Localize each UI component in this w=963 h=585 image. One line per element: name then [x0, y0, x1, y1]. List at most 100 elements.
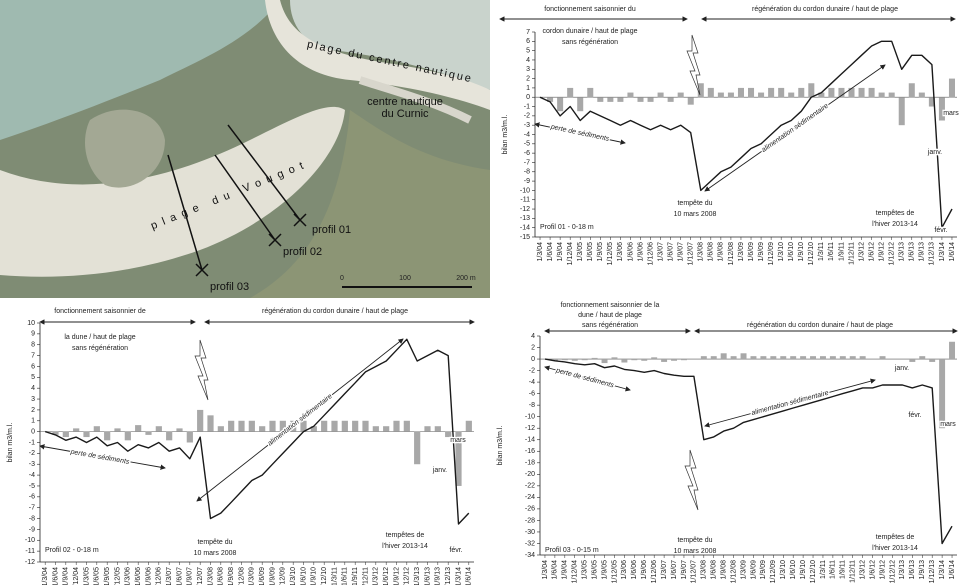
- y-tick-label: 6: [31, 363, 35, 370]
- x-tick-label: 1/12/12: [889, 560, 896, 583]
- bar: [758, 92, 765, 98]
- bar: [627, 92, 634, 98]
- x-tick-label: 1/3/11: [818, 242, 825, 261]
- bar: [455, 431, 462, 486]
- x-tick-label: 1/12/09: [280, 567, 287, 585]
- y-tick-label: -30: [525, 529, 535, 536]
- x-tick-label: 1/12/10: [321, 567, 328, 585]
- bar: [331, 420, 338, 432]
- bar: [62, 431, 69, 438]
- bar: [104, 431, 111, 441]
- x-tick-label: 1/12/11: [848, 242, 855, 265]
- x-tick-label: 1/9/12: [393, 567, 400, 585]
- x-tick-label: 1/6/08: [708, 242, 715, 262]
- y-tick-label: -15: [520, 234, 530, 241]
- chart-panel: bilan m3/m.l.-15-14-13-12-11-10-9-8-7-6-…: [499, 5, 961, 265]
- dune-field: [250, 110, 490, 298]
- annotation: mars: [450, 437, 466, 444]
- x-tick-label: 1/6/11: [830, 560, 837, 579]
- x-tick-label: 1/6/12: [869, 560, 876, 580]
- y-tick-label: -13: [520, 215, 530, 222]
- bar: [93, 426, 100, 432]
- x-tick-label: 1/3/08: [701, 560, 708, 580]
- north-beach: [265, 0, 490, 110]
- x-tick-label: 1/3/05: [83, 567, 90, 585]
- x-tick-label: 1/6/10: [790, 560, 797, 580]
- x-tick-label: 1/3/10: [290, 567, 297, 585]
- bar: [778, 87, 785, 98]
- y-tick-label: 2: [526, 75, 530, 82]
- y-tick-label: -7: [524, 159, 530, 166]
- y-tick-label: -8: [529, 402, 535, 409]
- aerial-map: plage du centre nautique centre nautique…: [0, 0, 490, 298]
- x-tick-label: 1/6/04: [547, 242, 554, 262]
- y-tick-label: 0: [31, 428, 35, 435]
- bar: [788, 92, 795, 98]
- y-tick-label: -11: [520, 197, 530, 204]
- bar: [790, 356, 797, 360]
- x-tick-label: 1/12/11: [850, 560, 857, 583]
- y-tick-label: -3: [524, 122, 530, 129]
- x-tick-label: 1/9/11: [352, 567, 359, 585]
- x-tick-label: 1/6/06: [135, 567, 142, 585]
- south-beach: [0, 106, 345, 277]
- x-tick-label: 1/6/10: [300, 567, 307, 585]
- bar: [571, 359, 578, 361]
- x-tick-label: 1/3/04: [537, 242, 544, 262]
- x-tick-label: 1/6/13: [909, 560, 916, 580]
- x-tick-label: 1/12/07: [197, 567, 204, 585]
- bar: [567, 87, 574, 98]
- x-tick-label: 1/9/07: [681, 560, 688, 580]
- x-tick-label: 1/9/10: [798, 242, 805, 262]
- y-tick-label: -18: [525, 460, 535, 467]
- x-tick-label: 1/9/13: [435, 567, 442, 585]
- bar: [393, 420, 400, 432]
- x-tick-label: 1/6/09: [750, 560, 757, 580]
- bar: [52, 431, 59, 435]
- x-tick-label: 1/12/06: [647, 242, 654, 265]
- bar: [228, 420, 235, 432]
- x-tick-label: 1/9/06: [145, 567, 152, 585]
- x-tick-label: 1/12/13: [929, 242, 936, 265]
- x-tick-label: 1/9/05: [597, 242, 604, 262]
- scale-label: 200 m: [456, 275, 476, 282]
- x-tick-label: 1/6/11: [342, 567, 349, 585]
- bar: [939, 359, 946, 429]
- x-tick-label: 1/12/09: [770, 560, 777, 583]
- bar: [621, 359, 628, 363]
- bar: [760, 356, 767, 360]
- x-tick-label: 1/9/12: [879, 560, 886, 580]
- x-tick-label: 1/3/04: [542, 560, 549, 580]
- x-tick-label: 1/9/09: [758, 242, 765, 262]
- x-tick-label: 1/3/06: [617, 242, 624, 262]
- y-tick-label: 2: [31, 407, 35, 414]
- y-tick-label: -10: [520, 187, 530, 194]
- bar: [949, 341, 956, 360]
- bar: [352, 420, 359, 432]
- annotation: l'hiver 2013-14: [872, 545, 918, 552]
- x-tick-label: 1/12/10: [810, 560, 817, 583]
- bar: [372, 426, 379, 432]
- bar: [808, 83, 815, 98]
- x-tick-label: 1/9/09: [760, 560, 767, 580]
- y-tick-label: -4: [524, 131, 530, 138]
- y-tick-label: -14: [520, 225, 530, 232]
- bar: [321, 420, 328, 432]
- bar: [547, 97, 554, 102]
- bar: [748, 87, 755, 98]
- y-tick-label: -12: [525, 425, 535, 432]
- x-tick-label: 1/12/09: [768, 242, 775, 265]
- bar: [888, 92, 895, 98]
- bar: [919, 356, 926, 360]
- bar: [403, 420, 410, 432]
- bar: [166, 431, 173, 441]
- bar: [238, 420, 245, 432]
- profile-label: profil 02: [283, 246, 322, 258]
- y-tick-label: 1: [31, 418, 35, 425]
- y-tick-label: -26: [525, 506, 535, 513]
- y-tick-label: -1: [29, 439, 35, 446]
- y-tick-label: 4: [531, 333, 535, 340]
- y-tick-label: -10: [525, 414, 535, 421]
- bar: [597, 97, 604, 102]
- y-tick-label: 0: [526, 94, 530, 101]
